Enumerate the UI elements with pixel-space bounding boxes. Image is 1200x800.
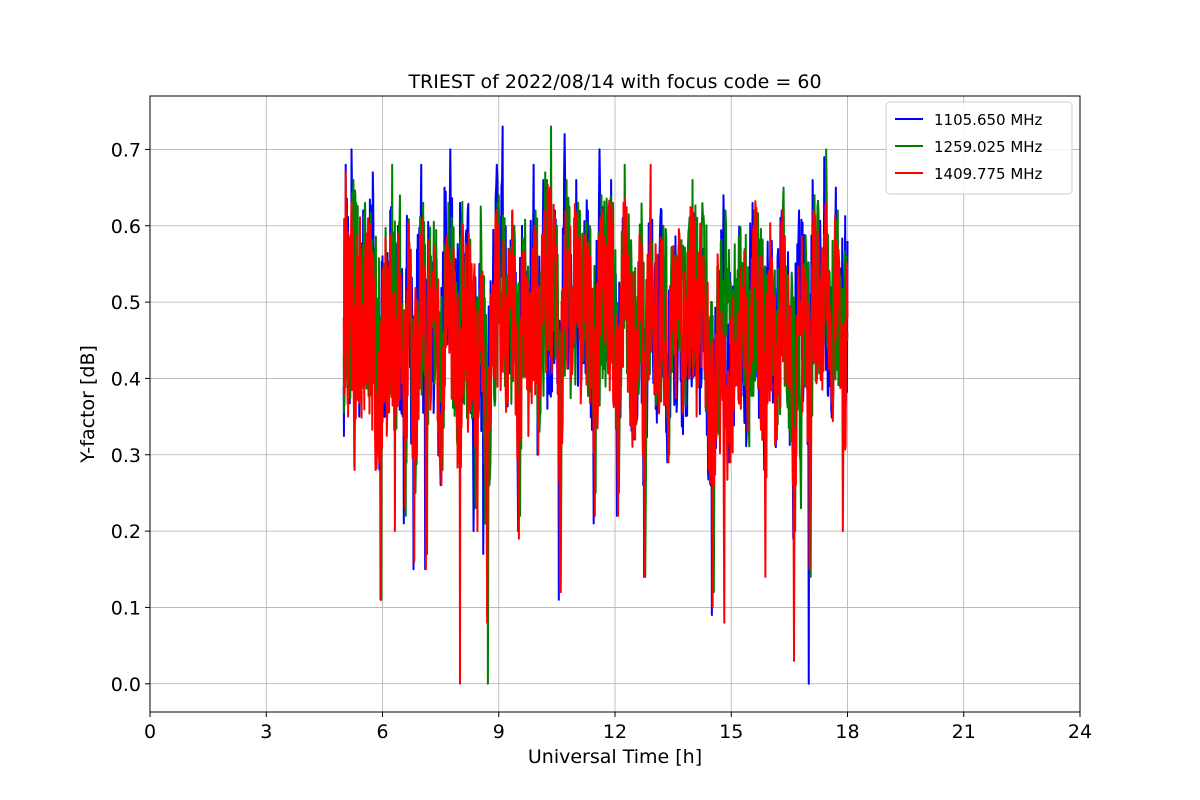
x-tick-label: 21 [952, 721, 976, 743]
legend-label: 1409.775 MHz [934, 165, 1043, 183]
y-tick-label: 0.7 [111, 139, 141, 161]
x-tick-label: 3 [260, 721, 272, 743]
y-tick-label: 0.4 [111, 368, 141, 390]
y-tick-label: 0.1 [111, 597, 141, 619]
x-tick-label: 6 [376, 721, 388, 743]
series-line [342, 163, 849, 685]
x-tick-label: 12 [603, 721, 627, 743]
legend-label: 1259.025 MHz [934, 138, 1043, 156]
y-tick-label: 0.5 [111, 292, 141, 314]
y-tick-label: 0.0 [111, 674, 141, 696]
y-tick-label: 0.3 [111, 445, 141, 467]
legend: 1105.650 MHz 1259.025 MHz 1409.775 MHz [885, 101, 1073, 195]
x-tick-label: 9 [493, 721, 505, 743]
y-axis-label: Y-factor [dB] [77, 345, 99, 464]
x-axis-label: Universal Time [h] [528, 746, 702, 768]
plot-series [342, 125, 849, 685]
x-tick-label: 15 [719, 721, 743, 743]
legend-label: 1105.650 MHz [934, 111, 1043, 129]
y-tick-label: 0.6 [111, 216, 141, 238]
legend-box [885, 101, 1073, 195]
chart-title: TRIEST of 2022/08/14 with focus code = 6… [407, 71, 821, 93]
x-tick-label: 0 [144, 721, 156, 743]
axis-ticks: 0 3 6 9 12 15 18 21 24 0.0 0.1 0.2 0.3 0.4 0.5 0.6 0.7 [111, 139, 1092, 743]
x-tick-label: 18 [835, 721, 859, 743]
x-tick-label: 24 [1068, 721, 1092, 743]
y-tick-label: 0.2 [111, 521, 141, 543]
